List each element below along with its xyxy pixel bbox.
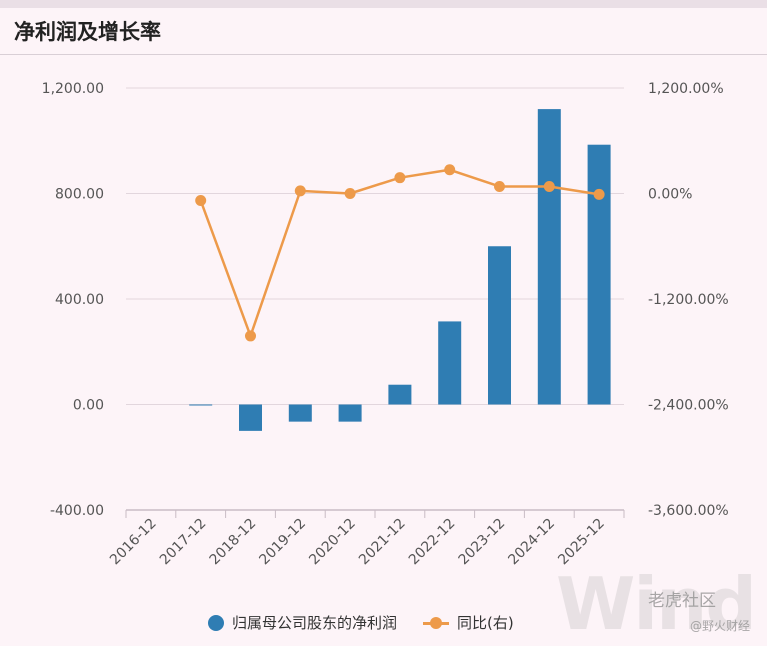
bar-net-profit — [239, 404, 262, 431]
x-tick-label: 2017-12 — [157, 516, 210, 569]
legend-label-yoy: 同比(右) — [457, 614, 514, 632]
x-tick-label: 2019-12 — [256, 516, 309, 569]
y-left-tick-label: -400.00 — [50, 503, 104, 519]
yoy-point — [543, 180, 555, 192]
x-tick-label: 2023-12 — [456, 516, 509, 569]
title-divider — [0, 54, 767, 55]
x-tick-label: 2024-12 — [505, 516, 558, 569]
x-tick-label: 2021-12 — [356, 516, 409, 569]
legend: 归属母公司股东的净利润 同比(右) — [208, 612, 514, 633]
bar-net-profit — [438, 321, 462, 405]
x-tick-label: 2018-12 — [207, 516, 260, 569]
legend-line-swatch — [423, 615, 450, 631]
watermark-source: @野火财经 — [690, 619, 751, 633]
y-right-tick-label: -2,400.00% — [648, 398, 729, 414]
x-tick-label: 2025-12 — [555, 516, 608, 569]
yoy-point — [195, 195, 207, 207]
y-right-tick-label: 1,200.00% — [648, 81, 724, 97]
bar-net-profit — [388, 384, 412, 405]
yoy-point — [294, 185, 306, 197]
bar-net-profit — [488, 246, 511, 405]
y-right-tick-label: -3,600.00% — [648, 503, 729, 519]
watermark-brand: 老虎社区 — [648, 591, 716, 611]
legend-item-yoy[interactable]: 同比(右) — [423, 612, 514, 633]
bar-net-profit — [288, 404, 312, 422]
y-left-tick-label: 800.00 — [55, 187, 104, 203]
y-left-tick-label: 0.00 — [73, 398, 104, 414]
bar-net-profit — [189, 404, 213, 406]
yoy-point — [593, 188, 605, 200]
y-right-tick-label: -1,200.00% — [648, 292, 729, 308]
yoy-point — [444, 164, 456, 176]
x-tick-label: 2022-12 — [406, 516, 459, 569]
legend-item-net-profit[interactable]: 归属母公司股东的净利润 — [208, 612, 397, 633]
x-tick-label: 2020-12 — [306, 516, 359, 569]
legend-bar-swatch — [208, 614, 224, 631]
y-left-tick-label: 1,200.00 — [42, 81, 104, 97]
x-tick-label: 2016-12 — [107, 516, 160, 569]
chart-title: 净利润及增长率 — [14, 20, 161, 44]
yoy-point — [245, 330, 256, 342]
yoy-point — [494, 180, 505, 192]
y-right-tick-label: 0.00% — [648, 187, 692, 203]
y-left-tick-label: 400.00 — [55, 292, 104, 308]
bar-net-profit — [587, 144, 611, 405]
top-band — [0, 0, 767, 8]
bar-net-profit — [338, 404, 362, 422]
legend-label-net-profit: 归属母公司股东的净利润 — [232, 614, 398, 632]
yoy-point — [344, 188, 356, 199]
bar-net-profit — [537, 109, 561, 405]
watermark-logo: Wind — [556, 562, 757, 646]
yoy-point — [394, 172, 406, 184]
